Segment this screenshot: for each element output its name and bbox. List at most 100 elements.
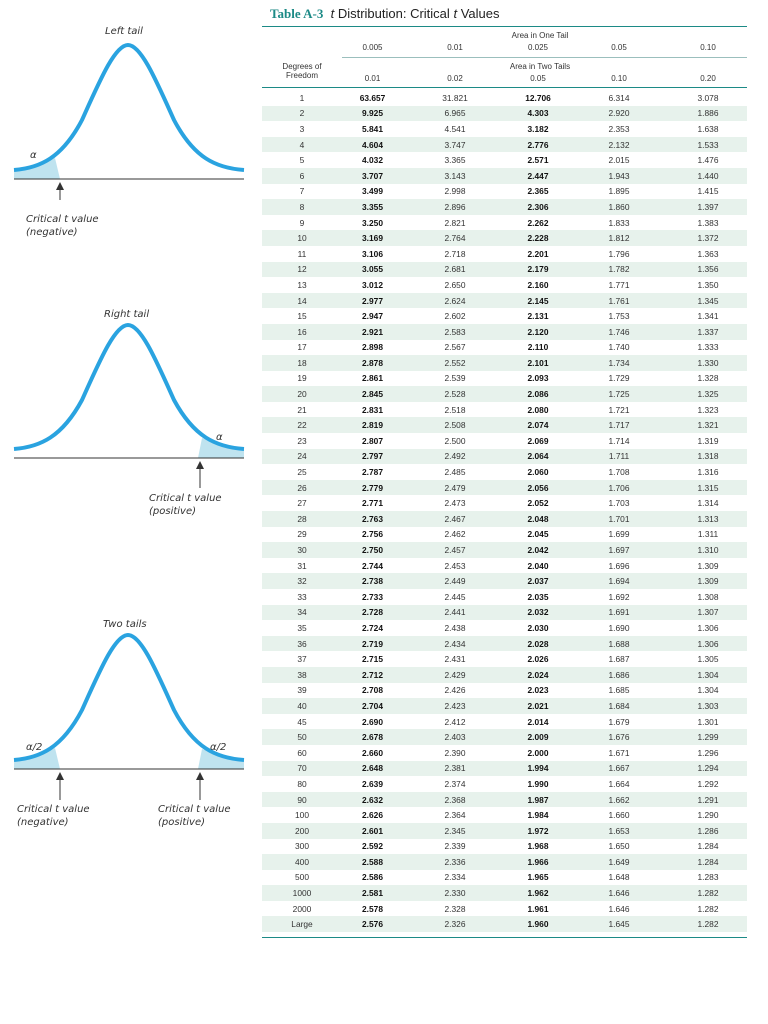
df-cell: 300 (295, 841, 309, 852)
col-0025-cell: 2.030 (527, 622, 549, 633)
col-010-cell: 1.311 (697, 529, 719, 540)
table-row: 13 3.012 2.650 2.160 1.771 1.350 (262, 277, 747, 293)
two-tails-caption-left-1: Critical t value (17, 804, 90, 815)
table-row: 23 2.807 2.500 2.069 1.714 1.319 (262, 433, 747, 449)
col-005-cell: 1.895 (608, 186, 630, 197)
col-005-cell: 1.664 (608, 778, 630, 789)
one-tail-col-3: 0.025 (527, 43, 549, 52)
col-010-cell: 1.397 (697, 201, 719, 212)
df-cell: 10 (297, 233, 307, 244)
table-row: 30 2.750 2.457 2.042 1.697 1.310 (262, 542, 747, 558)
col-010-cell: 1.294 (697, 763, 719, 774)
table-row: 2 9.925 6.965 4.303 2.920 1.886 (262, 105, 747, 122)
col-005-cell: 1.796 (608, 248, 630, 259)
table-number: Table A-3 (270, 6, 324, 21)
col-001-cell: 2.624 (444, 295, 466, 306)
two-tails-alpha-right: α/2 (210, 742, 227, 753)
two-tails-curve-icon (13, 632, 245, 800)
df-cell: 8 (299, 201, 305, 212)
col-010-cell: 1.383 (697, 217, 719, 228)
col-0005-cell: 3.355 (362, 201, 383, 212)
col-0025-cell: 2.026 (527, 654, 549, 665)
col-010-cell: 1.286 (697, 825, 719, 836)
col-005-cell: 2.353 (608, 123, 630, 134)
col-005-cell: 1.646 (608, 903, 630, 914)
df-cell: 28 (297, 513, 307, 524)
col-0005-cell: 2.586 (362, 872, 383, 883)
table-row: 36 2.719 2.434 2.028 1.688 1.306 (262, 635, 747, 652)
col-0005-cell: 2.648 (362, 763, 383, 774)
df-cell: 33 (297, 591, 307, 602)
col-0025-cell: 2.069 (527, 435, 549, 446)
col-010-cell: 1.440 (697, 170, 719, 181)
two-tails-alpha-left: α/2 (26, 742, 43, 753)
col-010-cell: 1.318 (697, 451, 719, 462)
col-001-cell: 2.896 (444, 201, 466, 212)
df-cell: 38 (297, 669, 307, 680)
col-005-cell: 1.679 (608, 716, 630, 727)
col-005-cell: 1.860 (608, 201, 630, 212)
table-row: 9 3.250 2.821 2.262 1.833 1.383 (262, 215, 747, 231)
df-cell: 3 (299, 123, 305, 134)
table-row: 22 2.819 2.508 2.074 1.717 1.321 (262, 417, 747, 434)
col-005-cell: 1.686 (608, 669, 630, 680)
col-0025-cell: 2.037 (527, 576, 549, 587)
col-0005-cell: 63.657 (359, 92, 386, 103)
df-cell: 4 (299, 139, 305, 150)
df-label-2: Freedom (285, 71, 318, 80)
df-cell: 7 (299, 186, 305, 197)
col-0025-cell: 1.965 (527, 872, 549, 883)
df-cell: 9 (299, 217, 305, 228)
col-010-cell: 1.350 (697, 279, 719, 290)
col-010-cell: 1.306 (697, 638, 719, 649)
col-005-cell: 1.687 (608, 654, 630, 665)
two-tails-caption-right-2: (positive) (158, 817, 206, 828)
col-010-cell: 1.304 (697, 669, 719, 680)
col-0025-cell: 2.028 (527, 638, 549, 649)
col-005-cell: 1.699 (608, 529, 630, 540)
df-cell: 40 (297, 700, 307, 711)
table-row: 2000 2.578 2.328 1.961 1.646 1.282 (262, 901, 747, 917)
col-0025-cell: 2.021 (527, 700, 549, 711)
col-010-cell: 1.310 (697, 545, 719, 556)
col-001-cell: 2.650 (444, 279, 466, 290)
col-001-cell: 2.368 (444, 794, 466, 805)
col-0025-cell: 1.968 (527, 841, 549, 852)
col-001-cell: 2.326 (444, 919, 466, 930)
table-row: 3 5.841 4.541 3.182 2.353 1.638 (262, 121, 747, 137)
col-010-cell: 1.314 (697, 498, 719, 509)
table-row: 12 3.055 2.681 2.179 1.782 1.356 (262, 261, 747, 278)
col-001-cell: 2.567 (444, 342, 466, 353)
col-0005-cell: 3.250 (362, 217, 383, 228)
col-005-cell: 1.753 (608, 311, 630, 322)
col-001-cell: 2.426 (444, 685, 466, 696)
col-0005-cell: 2.733 (362, 591, 383, 602)
col-010-cell: 1.886 (697, 108, 719, 119)
col-001-cell: 2.602 (444, 311, 466, 322)
col-0005-cell: 2.787 (362, 467, 383, 478)
table-row: 25 2.787 2.485 2.060 1.708 1.316 (262, 464, 747, 480)
col-005-cell: 1.660 (608, 810, 630, 821)
col-005-cell: 2.920 (608, 108, 630, 119)
df-cell: 1000 (292, 888, 312, 899)
df-cell: 18 (297, 357, 307, 368)
df-cell: 39 (297, 685, 307, 696)
col-001-cell: 2.479 (444, 482, 466, 493)
col-0025-cell: 2.014 (527, 716, 549, 727)
table-row: 10 3.169 2.764 2.228 1.812 1.372 (262, 230, 747, 246)
col-0025-cell: 2.009 (527, 732, 549, 743)
col-010-cell: 1.372 (697, 233, 719, 244)
col-0005-cell: 2.807 (362, 435, 383, 446)
col-0005-cell: 3.106 (362, 248, 383, 259)
col-0005-cell: 2.819 (362, 420, 383, 431)
col-0005-cell: 2.771 (362, 498, 383, 509)
col-005-cell: 1.694 (608, 576, 630, 587)
col-001-cell: 2.500 (444, 435, 466, 446)
col-0025-cell: 2.080 (527, 404, 549, 415)
table-row: 32 2.738 2.449 2.037 1.694 1.309 (262, 573, 747, 589)
col-010-cell: 1.323 (697, 404, 719, 415)
col-005-cell: 1.701 (608, 513, 630, 524)
col-005-cell: 1.645 (608, 919, 630, 930)
df-cell: 31 (297, 560, 307, 571)
col-010-cell: 1.321 (697, 420, 719, 431)
